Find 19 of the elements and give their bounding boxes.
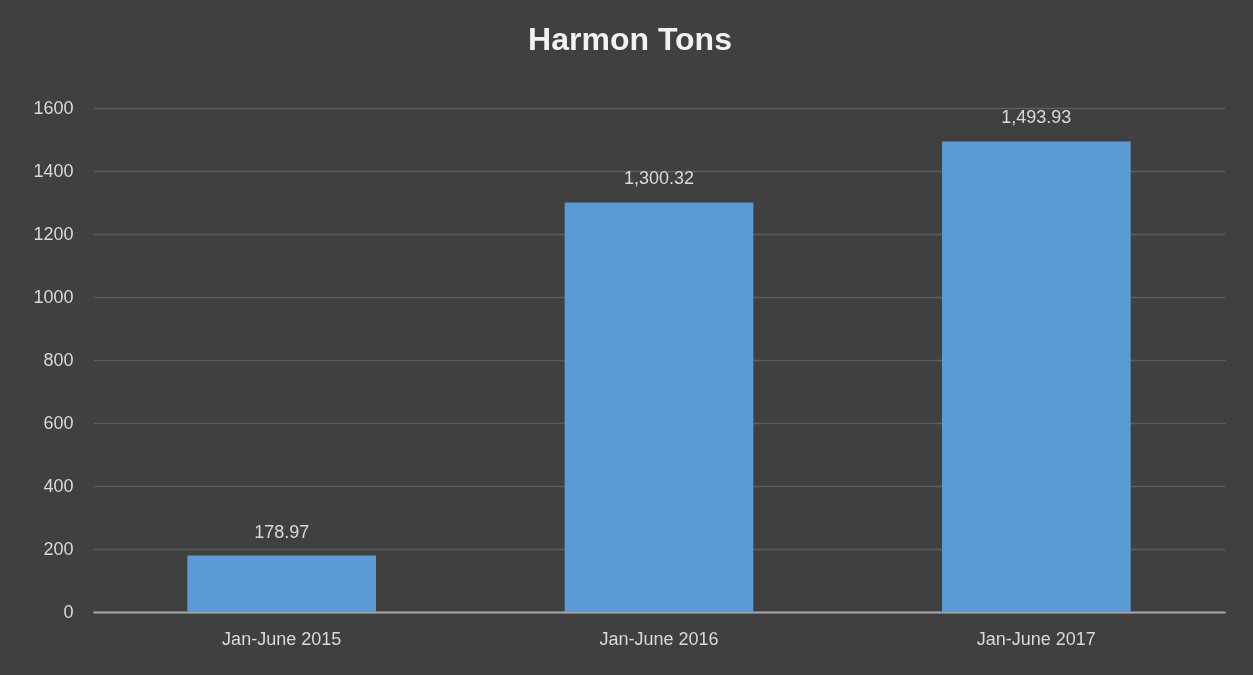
- chart-title: Harmon Tons: [528, 21, 732, 57]
- data-label: 1,493.93: [1001, 107, 1072, 128]
- y-tick-label: 200: [43, 538, 74, 559]
- x-tick-label: Jan-June 2015: [222, 628, 342, 649]
- y-tick-label: 800: [43, 349, 74, 370]
- y-tick-label: 1400: [33, 160, 74, 181]
- x-tick-label: Jan-June 2016: [599, 628, 719, 649]
- bar: [942, 141, 1131, 612]
- data-label: 178.97: [254, 521, 310, 542]
- y-tick-label: 600: [43, 412, 74, 433]
- y-tick-label: 1000: [33, 286, 74, 307]
- data-label: 1,300.32: [623, 168, 695, 189]
- bar: [187, 555, 376, 612]
- y-tick-label: 0: [63, 601, 74, 622]
- y-tick-label: 1600: [33, 97, 74, 118]
- y-tick-label: 400: [43, 475, 74, 496]
- bar: [564, 202, 754, 612]
- x-tick-label: Jan-June 2017: [976, 628, 1096, 649]
- y-tick-label: 1200: [33, 223, 74, 244]
